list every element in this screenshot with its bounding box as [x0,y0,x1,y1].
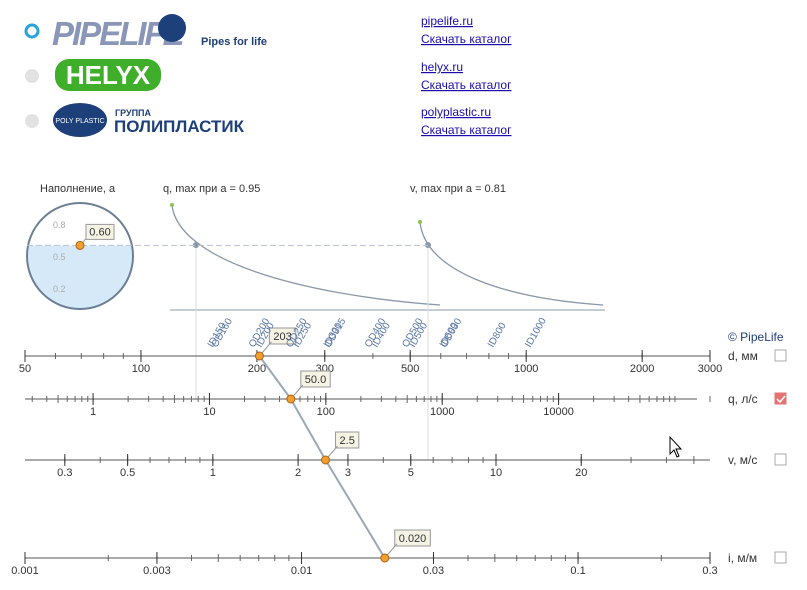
link[interactable]: Скачать каталог [421,32,512,46]
v-curve [419,221,604,306]
tick-label: 5 [408,467,414,479]
tick-label: 3 [345,467,351,479]
value-label: 0.60 [89,226,110,238]
site-link[interactable]: pipelife.ru [421,14,473,28]
tagline: Pipes for life [201,36,267,48]
scale-name: v, м/с [728,453,757,467]
tick-label: 10000 [543,406,574,418]
value-label: 203 [273,331,291,343]
v-curve-label: v, max при a = 0.81 [410,183,506,195]
value-point[interactable] [321,455,331,465]
tick-label: 0.1 [570,565,585,577]
value-point[interactable] [380,553,390,563]
tick-label: 50 [19,363,31,375]
tick-label: 0.3 [57,467,72,479]
filling-title: Наполнение, а [40,183,116,195]
pipe-size: ID800 [486,321,509,350]
link[interactable]: polyplastic.ru [421,105,491,119]
tick-label: 20 [575,467,587,479]
value-label: 50.0 [305,374,326,386]
link[interactable]: pipelife.ru [421,14,473,28]
value-box [335,431,360,449]
scale-name: d, мм [728,349,758,363]
value-point[interactable] [254,351,264,361]
link[interactable]: Скачать каталог [421,78,512,92]
filling-tick: 0.8 [53,220,66,230]
mouse-cursor [669,435,683,458]
tick-label: 0.5 [120,467,135,479]
scale-name: q, л/с [728,392,758,406]
radio[interactable] [25,114,39,128]
tick-label: 10 [203,406,215,418]
badge-text: POLY PLASTIC [55,118,104,125]
tick-label: 0.03 [423,565,444,577]
value-box [394,529,431,547]
site-link[interactable]: helyx.ru [421,60,463,74]
tick-label: 1000 [430,406,454,418]
pipe-size: ID300 [322,321,345,350]
tick-label: 3000 [698,363,722,375]
tick-label: 0.3 [702,565,717,577]
checkbox[interactable] [774,453,787,466]
tick-label: 1000 [514,363,538,375]
brand-helyx: HELYX helyx.ru Скачать каталог [25,59,512,92]
tick-label: 0.003 [143,565,171,577]
tick-label: 10 [490,467,502,479]
check [776,395,786,404]
logo-icon [158,14,186,42]
water [27,245,133,309]
curve-start [170,203,174,207]
checkbox[interactable] [774,392,787,405]
tick-label: 2 [295,467,301,479]
q-curve [171,204,441,306]
pipe-size: ID600 [438,321,461,350]
tick-label: 2000 [630,363,654,375]
pipe-size: ID1000 [523,316,549,350]
link[interactable]: helyx.ru [421,60,463,74]
key-line [258,355,386,559]
curve-point [193,242,199,248]
tick-label: 1 [210,467,216,479]
pipe-section [26,202,134,310]
tick-label: 100 [317,406,335,418]
value-box [268,327,297,345]
brand-pipelife: PIPELIFE Pipes for life pipelife.ru Скач… [24,14,512,52]
logo: ПОЛИПЛАСТИК [114,117,245,136]
scale-name: i, м/м [728,551,757,565]
value-label: 2.5 [340,435,355,447]
tick-label: 0.001 [11,565,39,577]
link[interactable]: Скачать каталог [421,123,512,137]
copyright: © PipeLife [728,330,784,344]
level-point [75,240,85,250]
value-label: 0.020 [399,533,427,545]
tick-label: 1 [90,406,96,418]
site-link[interactable]: polyplastic.ru [421,105,491,119]
tick-label: 200 [248,363,266,375]
tick-label: 100 [132,363,150,375]
logo-bg [55,59,161,91]
logo: HELYX [66,60,151,90]
catalog-link[interactable]: Скачать каталог [421,32,512,46]
radio[interactable] [24,23,40,39]
checkbox[interactable] [774,349,787,362]
filling-tick: 0.5 [53,252,66,262]
logo-small: ГРУППА [115,108,152,118]
curve-start [418,220,422,224]
value-box [85,223,115,240]
tick-label: 500 [401,363,419,375]
logo-badge [53,103,107,137]
radio[interactable] [25,69,39,83]
tick-label: 0.01 [291,565,312,577]
q-curve-label: q, max при a = 0.95 [163,183,260,195]
value-point[interactable] [286,394,296,404]
catalog-link[interactable]: Скачать каталог [421,123,512,137]
catalog-link[interactable]: Скачать каталог [421,78,512,92]
filling-tick: 0.2 [53,284,66,294]
brand-polyplastic: POLY PLASTIC ГРУППА ПОЛИПЛАСТИК polyplas… [25,103,512,137]
checkbox[interactable] [774,551,787,564]
value-box [300,370,331,388]
